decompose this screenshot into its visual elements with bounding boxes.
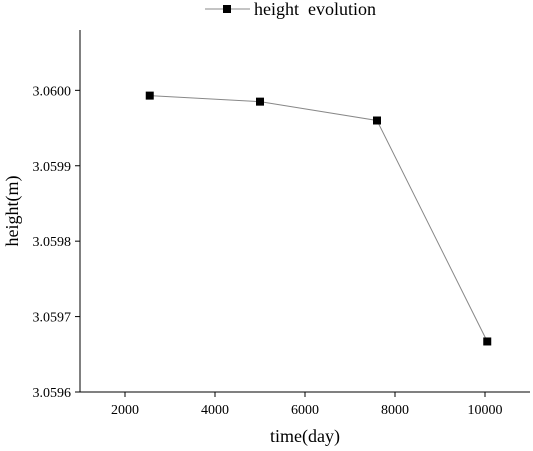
x-tick-label: 10000	[468, 403, 503, 418]
x-tick-label: 2000	[111, 403, 139, 418]
y-tick-label: 3.0597	[33, 311, 72, 326]
x-tick-label: 8000	[381, 403, 409, 418]
y-axis-title: height(m)	[2, 176, 23, 247]
series-line	[149, 95, 488, 342]
x-axis-ticks: 2000 4000 6000 8000 10000	[111, 392, 503, 418]
y-tick-label: 3.0599	[33, 160, 72, 175]
x-axis-title: time(day)	[270, 426, 340, 447]
series-layer	[145, 91, 492, 346]
x-tick-label: 4000	[201, 403, 229, 418]
data-point	[373, 116, 381, 125]
legend-label: height evolution	[254, 0, 376, 19]
y-tick-label: 3.0596	[33, 386, 72, 401]
y-axis-ticks: 3.0596 3.0597 3.0598 3.0599 3.0600	[33, 84, 80, 401]
x-tick-label: 6000	[291, 403, 319, 418]
legend: height evolution	[205, 0, 376, 19]
data-point	[256, 97, 264, 106]
y-tick-label: 3.0600	[33, 84, 72, 99]
data-point	[145, 91, 154, 100]
legend-marker-square	[223, 5, 231, 13]
y-tick-label: 3.0598	[33, 235, 72, 250]
data-point	[483, 337, 492, 346]
